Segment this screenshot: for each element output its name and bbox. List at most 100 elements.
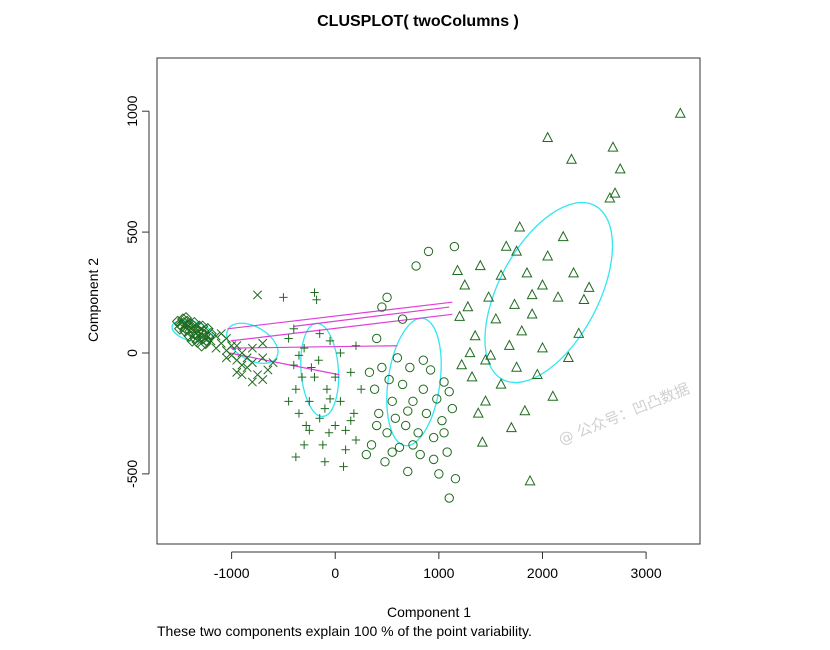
data-point-c5-28: [531, 368, 543, 379]
data-point-c4-32: [442, 447, 452, 457]
plot-frame: [156, 57, 701, 545]
data-point-c2-16: [237, 360, 247, 370]
data-point-c5-5: [462, 300, 474, 312]
data-point-c5-25: [521, 266, 533, 278]
data-point-c3-16: [320, 457, 330, 466]
data-point-c3-18: [324, 428, 334, 437]
x-tick-label: -1000: [214, 565, 250, 581]
cluster-distance-line-1: [227, 301, 453, 330]
x-axis-label: Component 1: [387, 604, 471, 620]
data-point-c5-20: [508, 298, 521, 309]
data-point-c5-16: [495, 378, 507, 389]
data-point-c5-24: [519, 404, 531, 416]
y-tick-label: 500: [124, 220, 140, 244]
data-point-c5-21: [511, 361, 523, 372]
data-point-c3-27: [356, 385, 366, 394]
data-point-c5-47: [495, 269, 507, 280]
data-point-c3-15: [318, 440, 328, 450]
data-point-c3-25: [349, 409, 359, 418]
data-point-c5-45: [674, 107, 686, 118]
data-point-c4-27: [428, 432, 439, 443]
data-point-c4-16: [401, 420, 411, 431]
data-point-c5-3: [456, 358, 468, 370]
data-point-c5-8: [469, 329, 481, 341]
data-point-c5-37: [578, 293, 590, 304]
data-point-c4-5: [371, 333, 382, 344]
data-point-c4-28: [432, 394, 442, 404]
data-point-c2-19: [252, 290, 263, 300]
data-point-c4-42: [403, 406, 413, 416]
x-tick-label: 1000: [423, 565, 454, 581]
data-point-c4-12: [390, 413, 401, 423]
data-point-c1-30: [195, 339, 208, 352]
data-point-c2-22: [232, 367, 242, 377]
data-point-c3-28: [289, 324, 298, 334]
data-point-c3-31: [310, 372, 319, 382]
data-point-c2-27: [258, 353, 268, 363]
data-point-c3-7: [299, 343, 309, 353]
data-point-c3-29: [294, 351, 304, 360]
data-point-c5-32: [552, 291, 564, 302]
data-point-c4-33: [444, 493, 454, 503]
data-point-c3-1: [279, 293, 288, 302]
data-point-c4-34: [447, 403, 458, 414]
x-tick-label: 0: [331, 565, 339, 581]
data-point-c4-29: [434, 469, 444, 479]
cluster-distance-line-5: [293, 306, 450, 327]
data-point-c5-14: [485, 349, 497, 360]
data-point-c4-26: [425, 365, 436, 375]
data-point-c5-33: [557, 230, 569, 242]
data-point-c1-20: [185, 318, 198, 330]
x-tick-label: 2000: [527, 565, 558, 581]
cluster-distance-line-2: [230, 313, 453, 342]
data-point-c5-27: [526, 308, 538, 319]
data-point-c4-13: [392, 353, 403, 363]
data-point-c1-31: [204, 327, 217, 340]
data-point-c2-21: [227, 341, 237, 351]
data-point-c4-2: [364, 367, 375, 378]
data-point-c3-19: [325, 336, 335, 346]
data-point-c2-28: [268, 358, 278, 368]
data-point-c3-33: [320, 404, 330, 413]
data-point-c3-30: [299, 440, 309, 450]
data-point-c5-46: [526, 288, 538, 300]
data-point-c3-10: [307, 363, 316, 372]
data-point-c1-35: [192, 325, 205, 338]
data-point-c5-2: [454, 310, 466, 321]
data-point-c5-44: [542, 131, 554, 142]
data-point-c5-9: [472, 407, 484, 418]
data-point-c5-11: [476, 436, 488, 447]
data-point-c5-4: [459, 279, 471, 290]
data-point-c3-21: [336, 397, 345, 406]
data-point-c5-18: [503, 339, 515, 350]
data-point-c2-20: [258, 338, 268, 348]
data-point-c5-43: [565, 153, 578, 164]
data-point-c3-26: [351, 435, 361, 445]
data-point-c2-12: [263, 365, 273, 375]
data-point-c5-38: [583, 281, 595, 292]
data-point-c4-37: [371, 420, 382, 431]
data-point-c2-11: [258, 375, 268, 385]
data-point-c5-40: [609, 187, 621, 198]
data-point-c3-40: [284, 397, 293, 406]
data-point-c5-49: [511, 245, 523, 256]
data-point-c3-13: [314, 356, 323, 365]
data-point-c4-20: [411, 261, 421, 271]
data-point-c4-41: [397, 314, 408, 324]
data-point-c4-36: [450, 474, 461, 484]
data-point-c3-17: [322, 385, 332, 394]
data-point-c5-13: [483, 291, 495, 302]
plot-area: [171, 107, 686, 503]
data-point-c3-34: [325, 394, 335, 404]
data-point-c5-34: [562, 351, 574, 363]
data-point-c4-46: [439, 428, 449, 438]
data-point-c5-10: [474, 259, 486, 271]
data-point-c4-30: [437, 415, 447, 426]
data-point-c4-8: [380, 457, 390, 467]
data-point-c4-14: [394, 442, 405, 452]
data-point-c1-34: [186, 334, 199, 347]
cluster-distance-line-3: [230, 345, 398, 349]
chart-subtitle: These two components explain 100 % of th…: [157, 623, 532, 639]
data-point-c5-41: [614, 162, 626, 174]
data-point-c5-7: [466, 370, 478, 382]
